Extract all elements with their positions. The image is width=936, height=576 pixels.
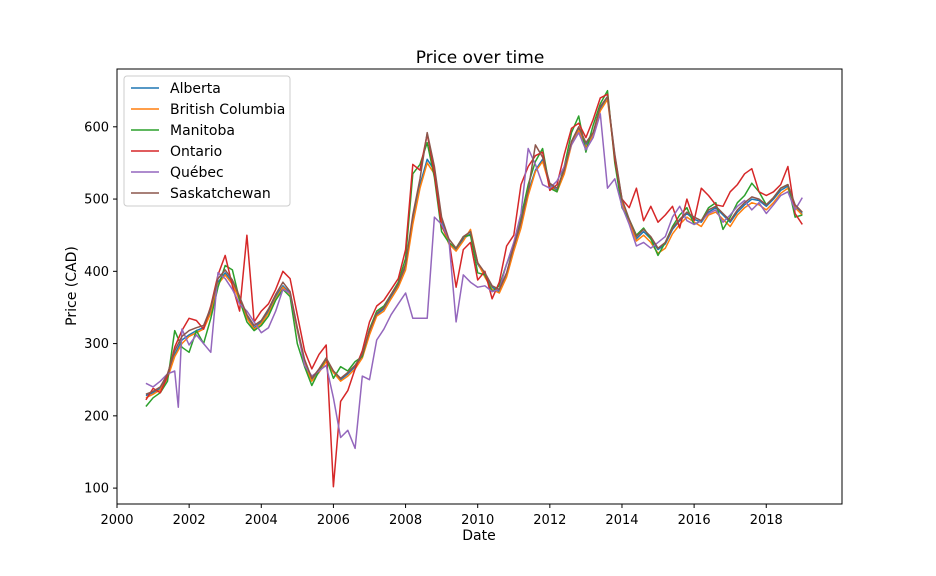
series-layer xyxy=(145,89,803,488)
x-tick-label-2: 2004 xyxy=(245,513,278,528)
chart-title: Price over time xyxy=(416,48,545,68)
y-tick-label-1: 200 xyxy=(84,409,109,424)
y-tick-label-3: 400 xyxy=(84,265,109,280)
series-line-4 xyxy=(145,113,803,450)
x-axis-label: Date xyxy=(462,528,495,544)
legend-label-2: Manitoba xyxy=(170,123,235,139)
legend-box xyxy=(123,75,291,207)
y-tick-label-5: 600 xyxy=(84,120,109,135)
legend-label-4: Québec xyxy=(170,165,224,181)
legend-label-5: Saskatchewan xyxy=(170,186,271,202)
x-tick-label-4: 2008 xyxy=(389,513,422,528)
x-tick-label-9: 2018 xyxy=(750,513,783,528)
x-tick-label-6: 2012 xyxy=(533,513,566,528)
x-axis: 2000 2002 2004 2006 2008 2010 2012 2014 2016 2018 xyxy=(100,504,783,528)
x-tick-label-7: 2014 xyxy=(605,513,638,528)
y-axis: 100 200 300 400 500 600 xyxy=(84,120,117,497)
x-tick-label-5: 2010 xyxy=(461,513,494,528)
legend-label-0: Alberta xyxy=(170,81,221,97)
plot-frame xyxy=(116,68,843,505)
y-tick-label-2: 300 xyxy=(84,337,109,352)
legend: Alberta British Columbia Manitoba Ontario Qu… xyxy=(123,75,291,207)
x-tick-label-8: 2016 xyxy=(678,513,711,528)
series-line-2 xyxy=(145,89,803,407)
x-tick-label-1: 2002 xyxy=(173,513,206,528)
legend-label-3: Ontario xyxy=(170,144,222,160)
y-tick-label-4: 500 xyxy=(84,193,109,208)
y-tick-label-0: 100 xyxy=(84,482,109,497)
y-axis-label: Price (CAD) xyxy=(64,246,80,326)
legend-label-1: British Columbia xyxy=(170,102,285,118)
series-line-5 xyxy=(145,95,803,395)
x-tick-label-3: 2006 xyxy=(317,513,350,528)
x-tick-label-0: 2000 xyxy=(100,513,133,528)
